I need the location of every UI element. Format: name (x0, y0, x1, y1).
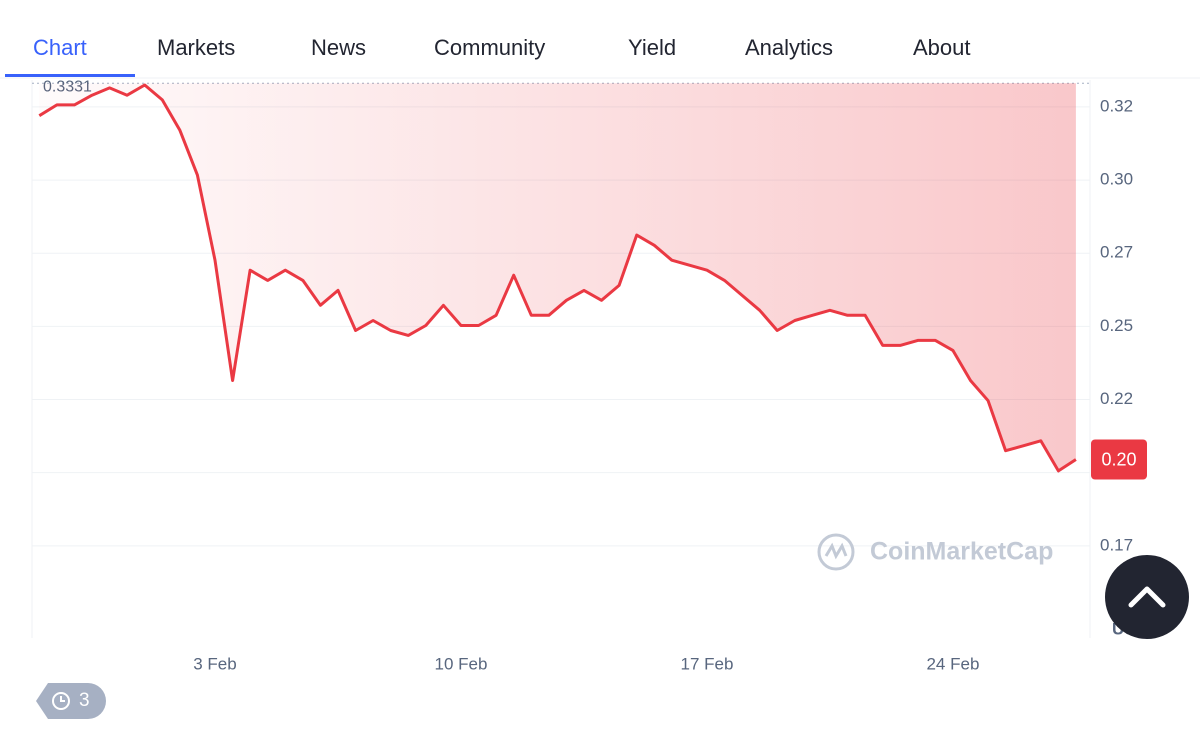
y-tick-label: 0.27 (1100, 243, 1133, 262)
watermark: CoinMarketCap (817, 533, 1053, 571)
x-tick-label: 17 Feb (680, 654, 733, 673)
last-price-badge (1091, 439, 1147, 480)
scroll-top-button[interactable] (1105, 555, 1189, 639)
history-count: 3 (79, 690, 90, 711)
tab[interactable]: Analytics (745, 35, 833, 60)
x-tick-label: 24 Feb (926, 654, 979, 673)
tab-bar: Chart Markets News Community Yield Analytics A… (33, 35, 971, 60)
active-tab-underline (5, 74, 135, 77)
tab[interactable]: About (913, 35, 971, 60)
y-tick-label: 0.30 (1100, 170, 1133, 189)
history-badge[interactable]: 3 (36, 683, 106, 719)
y-tick-label: 0.32 (1100, 96, 1133, 115)
price-area (39, 83, 1076, 471)
watermark-text: CoinMarketCap (870, 538, 1053, 566)
tab[interactable]: Markets (157, 35, 235, 60)
y-tick-label: 0.17 (1100, 535, 1133, 554)
tab[interactable]: Community (434, 35, 545, 60)
y-tick-label: 0.25 (1100, 316, 1133, 335)
price-line (38, 83, 1077, 473)
tab[interactable]: Chart (33, 35, 87, 60)
tab[interactable]: News (311, 35, 366, 60)
tab[interactable]: Yield (628, 35, 676, 60)
last-price-label: 0.20 (1101, 449, 1136, 469)
y-tick-label: 0.22 (1100, 389, 1133, 408)
x-tick-label: 10 Feb (435, 654, 488, 673)
x-tick-label: 3 Feb (193, 654, 236, 673)
